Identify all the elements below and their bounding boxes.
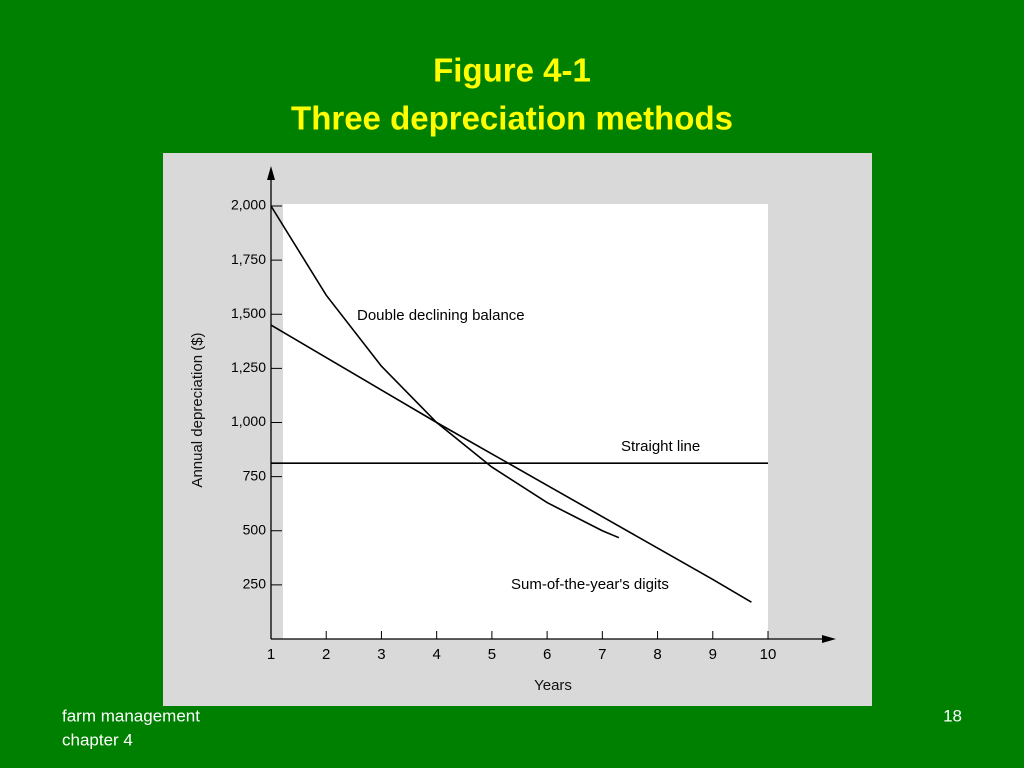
x-tick-label: 2 — [322, 646, 330, 663]
x-tick-label: 4 — [432, 646, 440, 663]
footer-line: chapter 4 — [62, 730, 133, 749]
x-tick-label: 5 — [488, 646, 496, 663]
y-tick-label: 250 — [243, 576, 267, 592]
slide-subtitle: Three depreciation methods — [291, 100, 733, 137]
series-label: Straight line — [621, 438, 700, 455]
x-tick-label: 10 — [760, 646, 777, 663]
x-tick-label: 6 — [543, 646, 551, 663]
page-number: 18 — [943, 706, 962, 725]
y-tick-label: 1,250 — [231, 359, 266, 375]
y-tick-label: 1,000 — [231, 413, 266, 429]
y-tick-label: 1,750 — [231, 251, 266, 267]
y-tick-label: 2,000 — [231, 197, 266, 213]
y-tick-label: 1,500 — [231, 305, 266, 321]
footer-line: farm management — [62, 706, 200, 725]
x-axis-arrow — [822, 635, 836, 643]
series-label: Sum-of-the-year's digits — [511, 576, 669, 593]
x-tick-label: 7 — [598, 646, 606, 663]
x-tick-label: 8 — [653, 646, 661, 663]
x-tick-label: 9 — [709, 646, 717, 663]
series-label: Double declining balance — [357, 307, 525, 324]
x-tick-label: 3 — [377, 646, 385, 663]
chart: 250 500 750 1,000 1,250 1,500 1,750 2,000 1 2 3 4 5 6… — [231, 166, 836, 663]
y-tick-label: 500 — [243, 521, 267, 537]
series-line — [270, 324, 752, 603]
y-axis-title: Annual depreciation ($) — [189, 332, 206, 487]
series-line — [270, 205, 620, 539]
slide-title: Figure 4-1 — [433, 52, 591, 89]
x-tick-label: 1 — [267, 646, 275, 663]
plot-area — [283, 204, 768, 639]
y-tick-label: 750 — [243, 467, 267, 483]
y-axis-arrow — [267, 166, 275, 180]
x-axis-title: Years — [534, 677, 572, 694]
